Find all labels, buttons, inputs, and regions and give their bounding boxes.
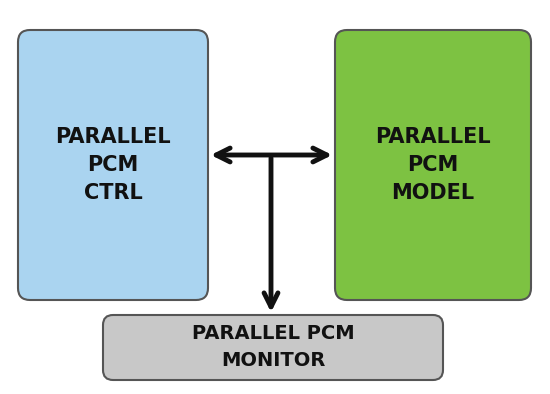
Text: PARALLEL
PCM
CTRL: PARALLEL PCM CTRL [55, 127, 171, 203]
Text: PARALLEL PCM
MONITOR: PARALLEL PCM MONITOR [192, 324, 354, 370]
FancyBboxPatch shape [18, 30, 208, 300]
Text: PARALLEL
PCM
MODEL: PARALLEL PCM MODEL [375, 127, 491, 203]
FancyBboxPatch shape [335, 30, 531, 300]
FancyBboxPatch shape [103, 315, 443, 380]
